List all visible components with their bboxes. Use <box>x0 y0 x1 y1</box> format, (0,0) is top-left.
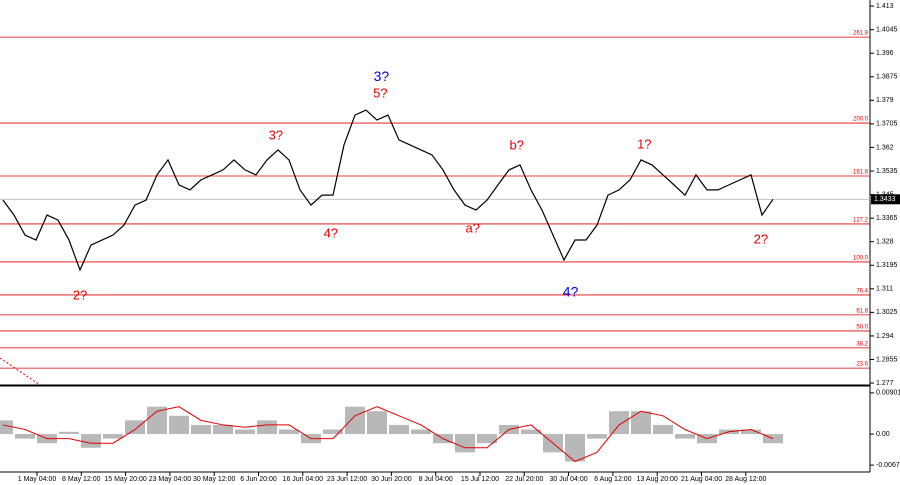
x-tick-label: 15 May 20:00 <box>104 476 147 483</box>
x-tick-label: 30 Jul 04:00 <box>550 476 588 483</box>
fib-label: 61.8 <box>856 308 868 314</box>
wave-label: 5? <box>373 85 387 100</box>
macd-bar <box>741 429 761 435</box>
macd-tick-label: 0.00901 <box>876 390 900 397</box>
wave-label: 4? <box>324 225 338 240</box>
last-price-label: 1.3433 <box>874 196 896 203</box>
macd-bar <box>367 411 387 435</box>
macd-bar <box>257 420 277 435</box>
y-tick-label: 1.277 <box>876 380 894 387</box>
x-tick-label: 8 Jul 04:00 <box>419 476 453 483</box>
macd-tick-label: 0.00 <box>876 431 890 438</box>
x-tick-label: 16 Jun 04:00 <box>283 476 324 483</box>
fib-label: 50.0 <box>856 325 868 331</box>
wave-label: 3? <box>269 128 283 143</box>
fib-label: 161.8 <box>853 170 869 176</box>
macd-bar <box>0 420 13 435</box>
macd-bar <box>631 411 651 435</box>
y-tick-label: 1.3535 <box>876 168 898 175</box>
x-tick-label: 8 May 12:00 <box>62 476 101 483</box>
y-tick-label: 1.328 <box>876 239 894 246</box>
fib-label: 38.2 <box>856 341 868 347</box>
macd-bar <box>455 434 475 453</box>
macd-bar <box>477 434 497 444</box>
y-tick-label: 1.311 <box>876 286 893 293</box>
y-tick-label: 1.362 <box>876 144 894 151</box>
y-tick-label: 1.2855 <box>876 356 898 363</box>
macd-tick-label: -0.00679 <box>876 462 900 469</box>
y-tick-label: 1.3705 <box>876 121 898 128</box>
last-price-box <box>871 194 900 205</box>
fib-label: 261.8 <box>853 31 869 37</box>
x-tick-label: 22 Jul 20:00 <box>505 476 543 483</box>
macd-bar <box>15 434 35 439</box>
y-tick-label: 1.3875 <box>876 74 898 81</box>
y-tick-label: 1.3365 <box>876 215 898 222</box>
price-line <box>2 109 774 272</box>
y-tick-label: 1.294 <box>876 333 894 340</box>
x-tick-label: 6 Aug 12:00 <box>594 476 631 483</box>
y-tick-label: 1.379 <box>876 97 894 104</box>
macd-bar <box>565 434 585 462</box>
wave-label: 2? <box>754 231 768 246</box>
macd-bar <box>103 434 123 439</box>
macd-bar <box>147 406 167 435</box>
fib-label: 76.4 <box>856 288 868 294</box>
x-tick-label: 23 Jun 12:00 <box>327 476 368 483</box>
trend-line <box>0 357 41 386</box>
macd-bar <box>125 420 145 435</box>
y-tick-label: 1.396 <box>876 50 894 57</box>
macd-bar <box>675 434 695 439</box>
x-tick-label: 13 Aug 20:00 <box>637 476 678 483</box>
macd-bar <box>587 434 607 439</box>
x-tick-label: 1 May 04:00 <box>18 476 57 483</box>
macd-bar <box>345 406 365 435</box>
wave-label: 3? <box>374 68 390 84</box>
macd-bar <box>323 429 343 435</box>
wave-label: 1? <box>637 136 651 151</box>
macd-bar <box>235 429 255 435</box>
fib-label: 100.0 <box>853 256 869 262</box>
x-tick-label: 6 Jun 20:00 <box>240 476 277 483</box>
wave-label: 4? <box>563 284 579 300</box>
y-tick-label: 1.3195 <box>876 262 898 269</box>
y-tick-label: 1.3025 <box>876 309 898 316</box>
macd-bar <box>411 429 431 435</box>
macd-bar <box>81 434 101 448</box>
fib-label: 200.0 <box>853 117 869 123</box>
y-tick-label: 1.4045 <box>876 27 898 34</box>
wave-label: 2? <box>73 287 87 302</box>
macd-bar <box>191 424 211 435</box>
macd-bar <box>521 429 541 435</box>
macd-signal <box>2 406 774 463</box>
macd-bar <box>389 424 409 435</box>
macd-bar <box>213 424 233 435</box>
macd-bar <box>59 431 79 435</box>
wave-label: b? <box>509 138 523 153</box>
x-tick-label: 23 May 04:00 <box>149 476 192 483</box>
fib-label: 23.6 <box>856 362 868 368</box>
fib-label: 127.2 <box>853 218 869 224</box>
macd-bar <box>609 411 629 435</box>
wave-label: a? <box>465 220 479 235</box>
macd-bar <box>279 429 299 435</box>
macd-bar <box>169 415 189 435</box>
x-tick-label: 21 Aug 04:00 <box>681 476 722 483</box>
x-tick-label: 30 Jun 20:00 <box>371 476 412 483</box>
x-tick-label: 30 May 12:00 <box>193 476 236 483</box>
y-tick-label: 1.413 <box>876 3 894 10</box>
x-tick-label: 15 Jul 12:00 <box>461 476 499 483</box>
x-tick-label: 28 Aug 12:00 <box>725 476 766 483</box>
macd-bar <box>653 424 673 435</box>
